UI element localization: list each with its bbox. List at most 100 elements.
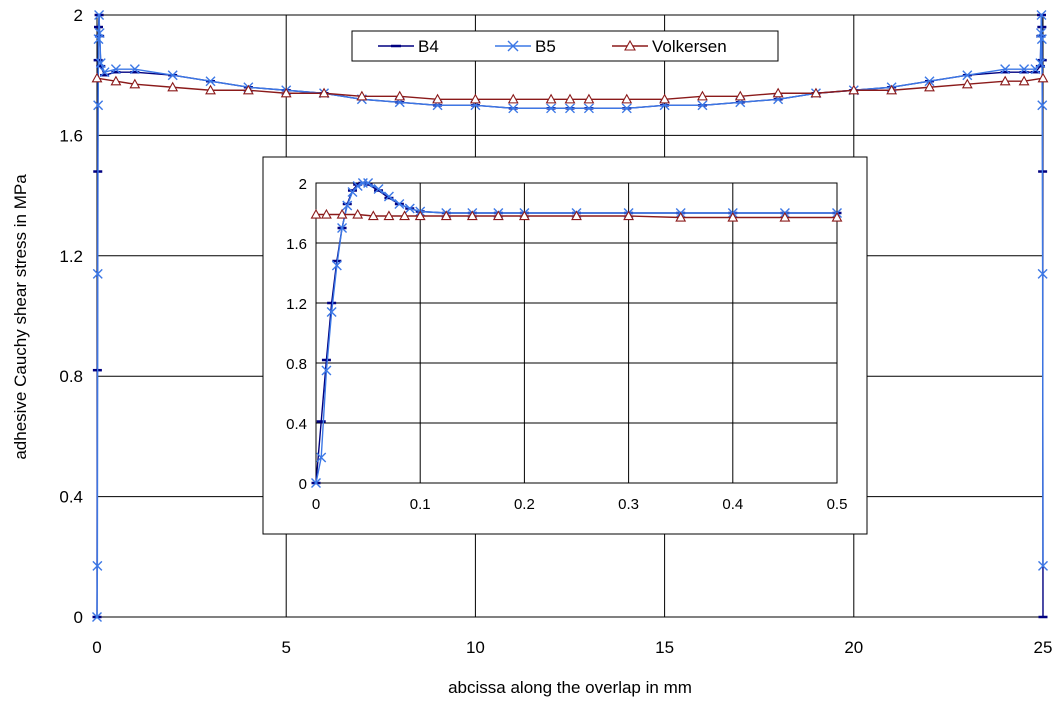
data-point-volkersen <box>564 93 576 104</box>
data-point-volkersen <box>734 90 746 101</box>
legend-box <box>351 30 779 62</box>
data-point-b5 <box>394 199 405 209</box>
y-tick-label: 2 <box>299 176 307 193</box>
data-point-b5 <box>621 103 632 114</box>
legend-item-b5: B5 <box>495 37 556 56</box>
data-point-volkersen <box>310 208 322 219</box>
data-point-volkersen <box>167 81 179 92</box>
x-tick-label: 0 <box>92 638 101 657</box>
data-point-volkersen <box>280 87 292 98</box>
data-point-volkersen <box>697 90 708 101</box>
x-tick-label: 0.1 <box>410 496 431 513</box>
data-point-volkersen <box>383 210 395 221</box>
data-point-volkersen <box>367 210 379 221</box>
data-point-volkersen <box>831 211 843 222</box>
data-point-volkersen <box>205 84 216 95</box>
data-point-b5 <box>95 58 106 69</box>
data-point-volkersen <box>414 210 426 221</box>
data-point-b5 <box>1038 560 1048 571</box>
data-point-volkersen <box>394 90 406 101</box>
data-point-volkersen <box>623 210 635 221</box>
y-tick-label: 0.4 <box>286 416 307 433</box>
data-point-b5 <box>205 76 216 87</box>
y-tick-label: 2 <box>74 6 83 25</box>
inset-chart: 0 0.1 0.2 0.3 0.4 0.5 0 0.4 0.8 1.2 1.6 2 <box>262 156 868 535</box>
data-point-volkersen <box>886 84 898 95</box>
y-tick-label: 0.4 <box>59 488 83 507</box>
data-point-volkersen <box>1037 72 1049 83</box>
y-tick-label: 1.6 <box>59 126 83 145</box>
inset-x-tick-labels: 0 0.1 0.2 0.3 0.4 0.5 <box>312 496 848 513</box>
y-tick-label: 0.8 <box>59 367 83 386</box>
data-point-volkersen <box>1018 75 1030 86</box>
x-tick-label: 0.3 <box>618 496 639 513</box>
data-point-volkersen <box>848 84 860 95</box>
data-point-b5 <box>326 307 337 317</box>
data-point-b5 <box>311 478 321 488</box>
data-point-b5 <box>363 178 374 188</box>
data-point-volkersen <box>924 81 935 92</box>
data-point-b5 <box>1019 64 1030 75</box>
y-tick-label: 1.2 <box>286 296 307 313</box>
data-point-b5 <box>404 203 415 214</box>
data-point-volkersen <box>545 93 557 104</box>
data-point-b5 <box>93 34 104 45</box>
data-point-b5 <box>1035 58 1046 69</box>
legend-item-volkersen: Volkersen <box>612 37 727 56</box>
data-point-b5 <box>383 191 394 202</box>
data-point-volkersen <box>810 87 822 98</box>
series-line-b5 <box>315 182 837 484</box>
x-tick-label: 0.5 <box>827 496 848 513</box>
data-point-b5 <box>1000 64 1011 75</box>
inset-plot-frame <box>315 182 838 484</box>
y-axis-title: adhesive Cauchy shear stress in MPa <box>11 174 30 460</box>
data-point-volkersen <box>492 210 504 221</box>
data-point-volkersen <box>242 84 254 95</box>
data-point-b5 <box>92 560 103 571</box>
legend-label: Volkersen <box>652 37 727 56</box>
data-point-volkersen <box>356 90 368 101</box>
data-point-volkersen <box>772 87 784 98</box>
data-point-b5 <box>94 10 105 20</box>
x-tick-label: 0 <box>312 496 320 513</box>
data-point-b5 <box>924 76 935 87</box>
inset-frame <box>262 156 868 535</box>
data-point-b5 <box>962 70 973 81</box>
data-point-b5 <box>331 260 342 271</box>
data-point-b5 <box>92 268 103 279</box>
data-point-volkersen <box>399 210 411 221</box>
data-point-b5 <box>1037 100 1048 111</box>
data-point-b5 <box>508 103 519 114</box>
series-volkersen <box>91 72 1049 104</box>
x-tick-label: 10 <box>466 638 485 657</box>
data-point-volkersen <box>440 210 452 221</box>
x-tick-label: 25 <box>1034 638 1053 657</box>
data-point-b5 <box>94 28 105 39</box>
data-point-volkersen <box>110 75 122 86</box>
data-point-b5 <box>1036 34 1047 45</box>
data-point-volkersen <box>469 93 481 104</box>
x-tick-label: 0.4 <box>722 496 743 513</box>
legend: B4 B5 Volkersen <box>351 30 779 62</box>
x-axis-title: abcissa along the overlap in mm <box>448 678 692 697</box>
main-x-tick-labels: 0 5 10 15 20 25 <box>92 638 1052 657</box>
data-point-b5 <box>546 103 557 114</box>
data-point-volkersen <box>352 208 364 219</box>
data-point-volkersen <box>779 211 791 222</box>
data-point-b5 <box>373 184 384 194</box>
data-point-b5 <box>110 64 121 75</box>
data-point-b5 <box>1030 64 1041 75</box>
series-volkersen <box>310 208 843 222</box>
x-tick-label: 5 <box>281 638 290 657</box>
data-point-volkersen <box>336 208 348 219</box>
main-series-group <box>91 10 1049 622</box>
data-point-b5 <box>342 200 353 211</box>
y-tick-label: 1.6 <box>286 236 307 253</box>
data-point-b5 <box>1037 268 1048 279</box>
data-point-b5 <box>129 64 140 75</box>
data-point-volkersen <box>320 208 332 219</box>
inset-series-group <box>310 178 843 488</box>
data-point-volkersen <box>129 78 141 89</box>
data-point-b5 <box>167 70 178 81</box>
data-point-b5 <box>565 103 575 114</box>
